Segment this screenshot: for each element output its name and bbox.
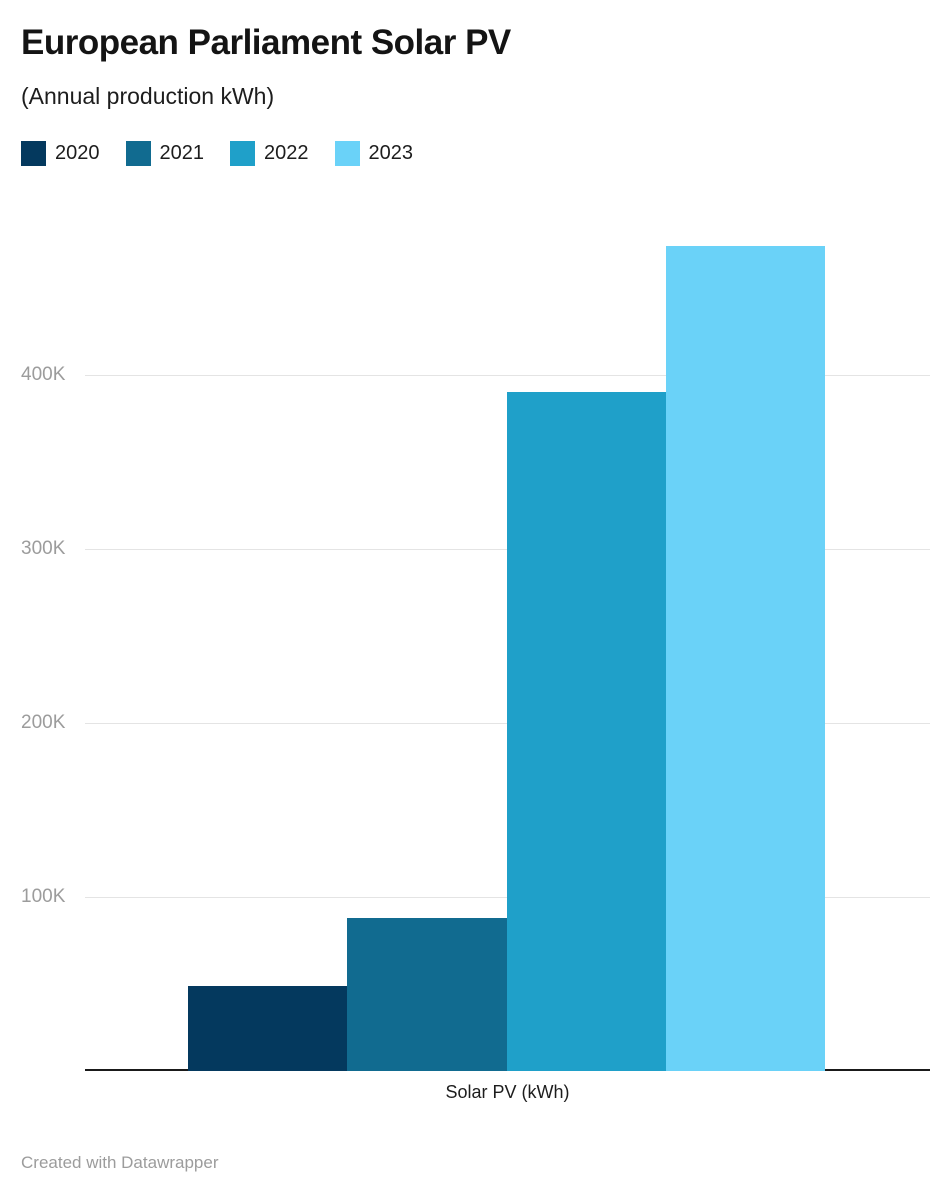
bar-2023: [666, 246, 825, 1072]
legend-swatch-2022: [230, 140, 255, 166]
bar-2022: [507, 392, 666, 1072]
y-tick-label-200K: 200K: [21, 712, 66, 734]
legend: 2020 2021 2022 2023: [21, 140, 947, 166]
chart-title: European Parliament Solar PV: [21, 23, 511, 62]
legend-label-2021: 2021: [159, 141, 205, 164]
bar-2021: [347, 918, 507, 1072]
legend-label-2020: 2020: [55, 141, 100, 164]
y-tick-label-400K: 400K: [21, 364, 66, 386]
y-tick-label-300K: 300K: [21, 538, 66, 560]
legend-label-2023: 2023: [368, 141, 414, 164]
footer-credit: Created with Datawrapper: [21, 1153, 219, 1172]
legend-item-2021: 2021: [125, 140, 205, 166]
bar-2020: [188, 986, 347, 1072]
legend-swatch-2023: [334, 140, 360, 166]
bar-chart-plot: 100K 200K 300K 400K: [0, 201, 947, 1072]
legend-item-2020: 2020: [21, 140, 100, 166]
legend-label-2022: 2022: [264, 141, 309, 164]
legend-item-2022: 2022: [230, 140, 309, 166]
legend-swatch-2020: [21, 140, 46, 166]
legend-item-2023: 2023: [334, 140, 414, 166]
chart-subtitle: (Annual production kWh): [21, 83, 275, 110]
gridline-400K: [85, 375, 930, 377]
x-axis-label: Solar PV (kWh): [445, 1082, 570, 1102]
legend-swatch-2021: [125, 140, 151, 166]
y-tick-label-100K: 100K: [21, 886, 66, 908]
